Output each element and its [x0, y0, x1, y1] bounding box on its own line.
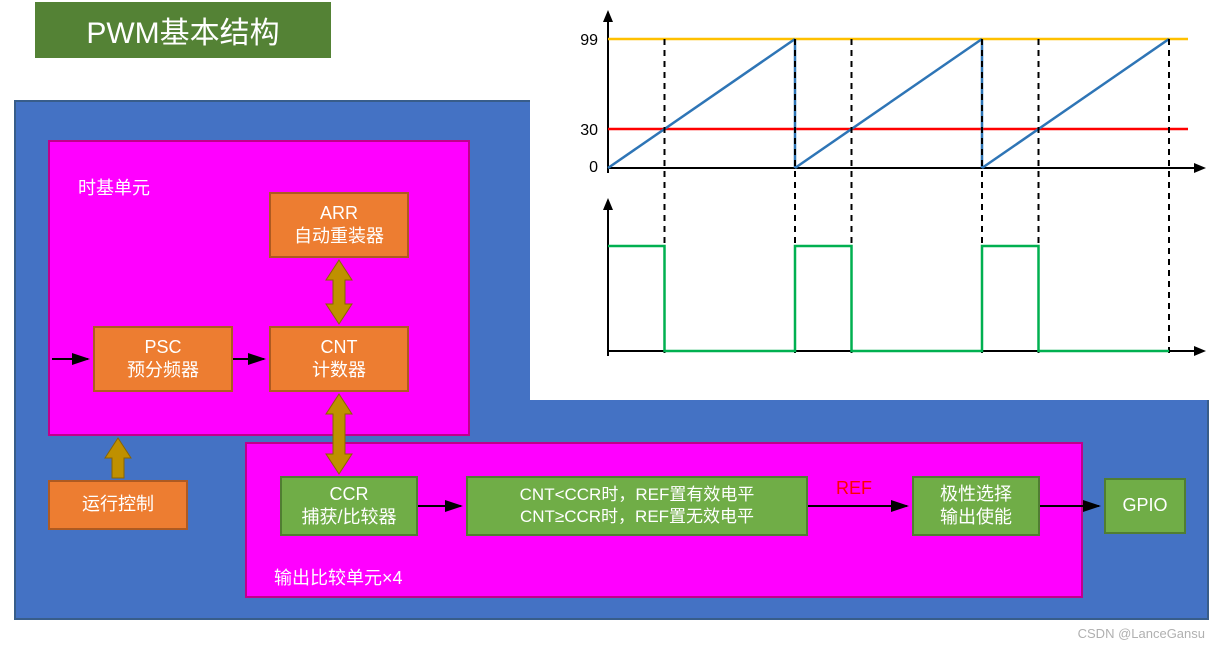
- ref-label: REF: [836, 478, 872, 499]
- cnt-l2: 计数器: [312, 359, 366, 382]
- arr-l1: ARR: [320, 202, 358, 225]
- polarity-box: 极性选择 输出使能: [912, 476, 1040, 536]
- psc-l2: 预分频器: [127, 359, 199, 382]
- label-30: 30: [580, 122, 598, 139]
- arr-l2: 自动重装器: [294, 225, 384, 248]
- ccr-box: CCR 捕获/比较器: [280, 476, 418, 536]
- compare-label: 输出比较单元×4: [274, 564, 403, 590]
- run-control-box: 运行控制: [48, 480, 188, 530]
- ccr-l1: CCR: [330, 483, 369, 506]
- label-99: 99: [580, 32, 598, 49]
- arr-box: ARR 自动重装器: [269, 192, 409, 258]
- condition-box: CNT<CCR时，REF置有效电平 CNT≥CCR时，REF置无效电平: [466, 476, 808, 536]
- cond-l1: CNT<CCR时，REF置有效电平: [520, 484, 755, 506]
- pwm-charts: 99 30 0: [530, 0, 1221, 400]
- watermark: CSDN @LanceGansu: [1078, 626, 1205, 641]
- label-0: 0: [589, 159, 598, 176]
- cnt-box: CNT 计数器: [269, 326, 409, 392]
- pol-l1: 极性选择: [940, 483, 1012, 506]
- psc-box: PSC 预分频器: [93, 326, 233, 392]
- cnt-l1: CNT: [321, 336, 358, 359]
- psc-l1: PSC: [144, 336, 181, 359]
- gpio-text: GPIO: [1122, 494, 1167, 517]
- cond-l2: CNT≥CCR时，REF置无效电平: [520, 506, 754, 528]
- page-title: PWM基本结构: [35, 2, 331, 58]
- timebase-label: 时基单元: [78, 174, 150, 200]
- title-text: PWM基本结构: [86, 8, 279, 52]
- run-control-text: 运行控制: [82, 493, 154, 516]
- ccr-l2: 捕获/比较器: [301, 506, 396, 529]
- pol-l2: 输出使能: [940, 506, 1012, 529]
- gpio-box: GPIO: [1104, 478, 1186, 534]
